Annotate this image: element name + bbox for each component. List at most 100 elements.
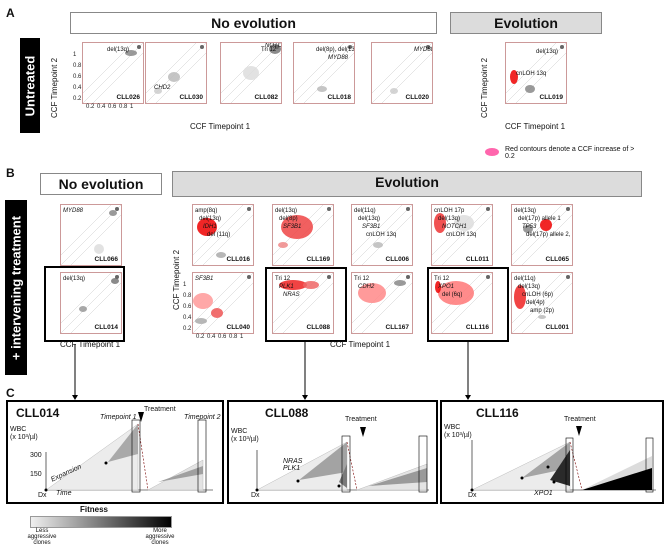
annotation: MYD88 xyxy=(414,47,433,53)
ccf-cluster xyxy=(373,242,383,248)
header-evolution-b: Evolution xyxy=(172,171,642,197)
ccf-cluster xyxy=(279,280,307,290)
x-axis-title-a2: CCF Timepoint 1 xyxy=(505,122,566,131)
ccf-cluster xyxy=(438,281,474,305)
ccf-panel-cll167: Tri 12 CDH2 CLL167 xyxy=(351,272,413,334)
fitness-more: More aggressive clones xyxy=(145,528,175,546)
header-evolution-a: Evolution xyxy=(450,12,602,34)
ccf-cluster xyxy=(434,213,446,233)
y-tick: 1 xyxy=(73,52,77,58)
ccf-panel-cll020: MYD88 CLL020 xyxy=(371,42,433,104)
x-axis-title-b: CCF Timepoint 1 xyxy=(60,340,121,349)
ccf-density xyxy=(273,273,333,333)
x-tick: 0.4 xyxy=(97,104,106,110)
treatment-label: Treatment xyxy=(564,416,596,423)
clinical-panel-cll116: CLL116 WBC (x 10³/µl) Treatment XPO1 Dx xyxy=(440,400,664,504)
patient-id: CLL116 xyxy=(465,324,489,331)
annotation: Tri 12 xyxy=(275,276,291,282)
tp1-label: Timepoint 1 xyxy=(100,414,137,421)
wbc-unit: (x 10³/µl) xyxy=(231,436,259,443)
patient-id: CLL082 xyxy=(254,94,278,101)
ccf-cluster xyxy=(523,225,533,233)
ccf-cluster xyxy=(525,85,535,93)
x-axis-title-a: CCF Timepoint 1 xyxy=(190,122,251,131)
y-tick: 0.2 xyxy=(73,96,82,102)
ccf-cluster xyxy=(168,72,180,82)
annotation: del(8p), del(13q) xyxy=(316,47,355,53)
ccf-density xyxy=(506,43,566,103)
red-contour-legend: Red contours denote a CCF increase of > … xyxy=(505,146,635,160)
mutation-label: NRAS PLK1 xyxy=(283,458,303,472)
ccf-panel-cll011: cnLOH 17p del(13q) NOTCH1 cnLOH 13q CLL011 xyxy=(431,204,493,266)
annotation: Tri 12 xyxy=(354,276,370,282)
box-cll014 xyxy=(44,266,125,342)
ccf-density xyxy=(83,43,143,103)
ccf-cluster xyxy=(281,215,313,239)
patient-id: CLL018 xyxy=(327,94,351,101)
ccf-density xyxy=(273,205,333,265)
ccf-cluster xyxy=(216,252,226,258)
ccf-panel-cll014: del(13q) CLL014 xyxy=(60,272,122,334)
ccf-density xyxy=(352,273,412,333)
annotation: NRAS xyxy=(283,292,300,298)
red-contour-swatch xyxy=(485,148,499,156)
ccf-panel-cll082: NOTCH1Tri 12 CLL082 xyxy=(220,42,282,104)
annotation: cnLOH 13q xyxy=(516,71,547,77)
ytick: 150 xyxy=(30,471,42,478)
annotation: del(11q) xyxy=(514,276,536,282)
patient-id: CLL169 xyxy=(306,256,330,263)
annotation: cnLOH (6p) xyxy=(522,292,554,298)
ccf-density xyxy=(432,273,492,333)
patient-id: CLL014 xyxy=(94,324,118,331)
patient-id: CLL006 xyxy=(385,256,409,263)
ccf-cluster xyxy=(540,219,552,231)
ccf-density xyxy=(294,43,354,103)
annotation: del(13q) xyxy=(275,208,298,214)
mutation-label: XPO1 xyxy=(534,490,553,497)
patient-id: CLL040 xyxy=(226,324,250,331)
ccf-cluster xyxy=(303,281,319,289)
ccf-cluster xyxy=(111,278,119,284)
side-untreated: Untreated xyxy=(20,38,40,133)
y-tick: 0.8 xyxy=(73,63,82,69)
annotation: Tri 12 xyxy=(261,47,277,53)
box-cll116 xyxy=(427,267,509,342)
box-cll088 xyxy=(265,267,347,342)
ccf-density xyxy=(193,273,253,333)
ccf-density xyxy=(61,273,121,333)
clonal-plot xyxy=(44,412,213,493)
ccf-cluster xyxy=(358,283,386,303)
annotation: del(13q) xyxy=(518,284,541,290)
ccf-panel-cll018: del(8p), del(13q) MYD88 CLL018 xyxy=(293,42,355,104)
wbc-unit: (x 10³/µl) xyxy=(10,434,38,441)
clinical-title: CLL014 xyxy=(16,406,60,420)
ccf-cluster xyxy=(197,218,217,236)
ccf-cluster xyxy=(278,242,288,248)
y-tick: 1 xyxy=(183,282,187,288)
fitness-gradient xyxy=(30,516,172,528)
y-axis-title-a: CCF Timepoint 2 xyxy=(50,57,59,118)
x-tick: 0.4 xyxy=(207,334,216,340)
patient-id: CLL019 xyxy=(539,94,563,101)
x-tick: 1 xyxy=(240,334,244,340)
annotation: amp (2p) xyxy=(530,308,555,314)
ccf-panel-cll088: Tri 12 PLK1 NRAS CLL088 xyxy=(272,272,334,334)
ytick: 300 xyxy=(30,452,42,459)
annotation: del(17p) allele 2, TP53 xyxy=(526,232,572,238)
annotation: del(13q) xyxy=(63,276,86,282)
y-tick: 0.6 xyxy=(183,304,192,310)
x-tick: 0.6 xyxy=(218,334,227,340)
x-axis-title-b2: CCF Timepoint 1 xyxy=(330,340,391,349)
patient-id: CLL065 xyxy=(545,256,569,263)
ccf-cluster xyxy=(94,244,104,254)
ccf-density xyxy=(146,43,206,103)
treatment-label: Treatment xyxy=(144,406,176,413)
fitness-less: Less aggressive clones xyxy=(27,528,57,546)
ccf-density xyxy=(61,205,121,265)
annotation: NOTCH1 xyxy=(442,224,467,230)
annotation: SF3B1 xyxy=(283,224,302,230)
ccf-density xyxy=(512,205,572,265)
y-tick: 0.6 xyxy=(73,74,82,80)
wbc-label: WBC xyxy=(444,424,461,431)
ccf-cluster xyxy=(125,50,137,56)
